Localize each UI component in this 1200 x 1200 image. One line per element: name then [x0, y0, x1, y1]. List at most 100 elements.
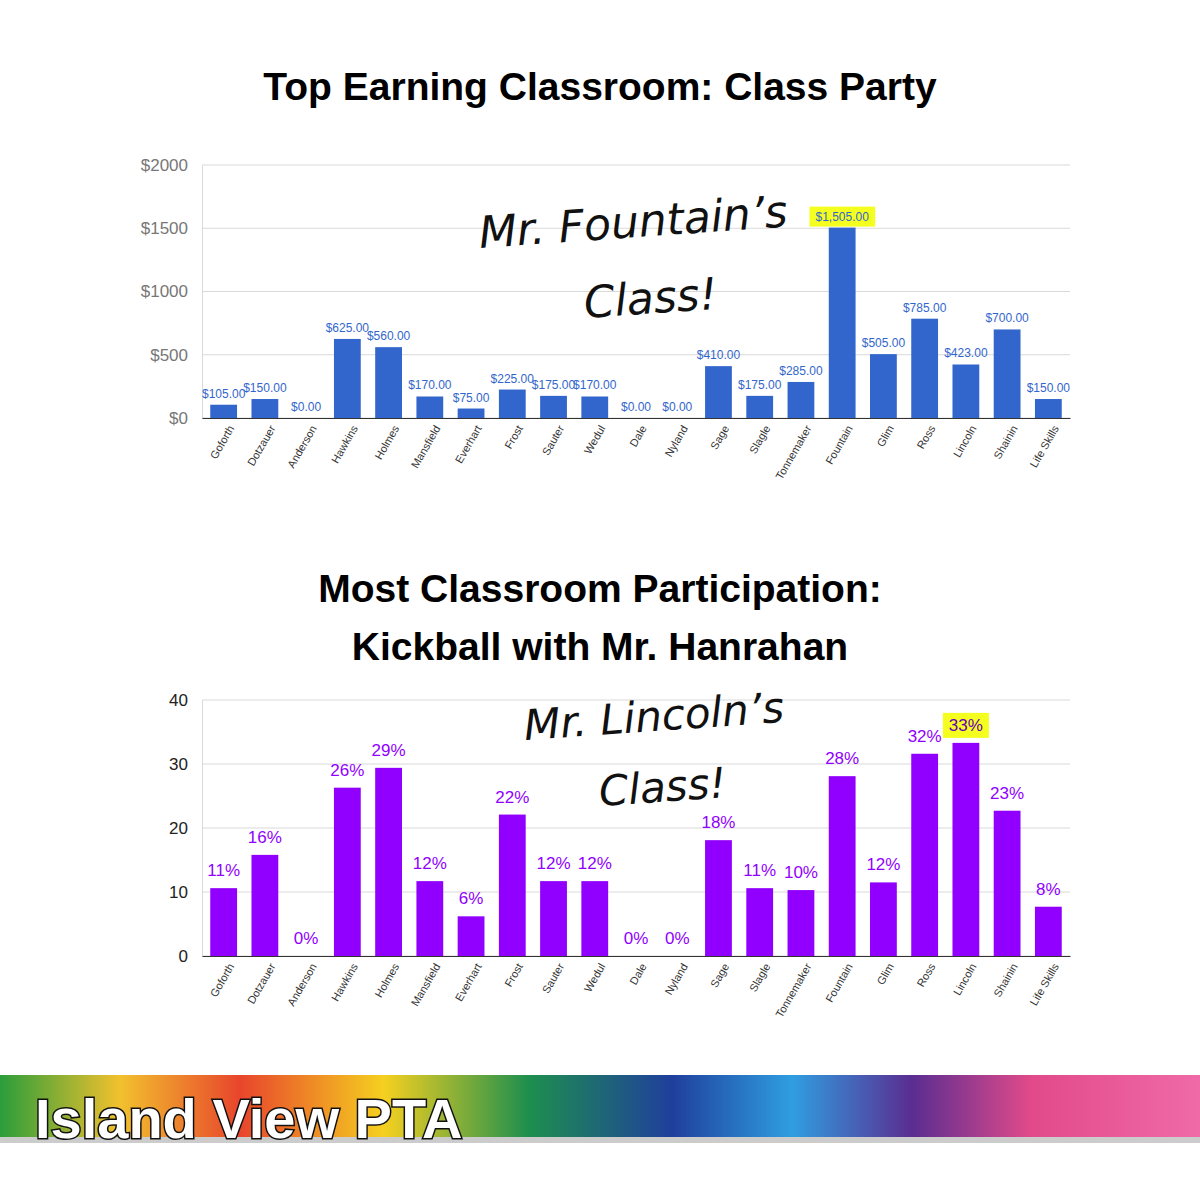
- y-tick: $1000: [141, 282, 202, 301]
- data-label: 12%: [537, 854, 571, 873]
- bar: [746, 396, 773, 418]
- x-tick-label: Nyland: [662, 961, 690, 997]
- x-tick-label: Everhart: [453, 961, 484, 1003]
- bar: [499, 390, 526, 418]
- x-tick: Dotzauer: [245, 418, 278, 468]
- data-label: $505.00: [862, 336, 906, 350]
- bar: [251, 399, 278, 418]
- x-tick-label: Hawkins: [329, 961, 360, 1003]
- x-tick-label: Slagle: [747, 961, 773, 993]
- bar: [334, 339, 361, 418]
- x-tick: Hawkins: [329, 956, 360, 1003]
- x-tick-label: Mansfield: [409, 423, 443, 470]
- x-tick: Sauter: [540, 956, 567, 995]
- data-label: 23%: [990, 784, 1024, 803]
- x-tick: Nyland: [662, 418, 690, 459]
- x-tick: Ross: [914, 418, 937, 451]
- x-tick-label: Sage: [708, 423, 731, 451]
- x-tick-label: Goforth: [208, 961, 237, 999]
- bar: [210, 405, 237, 418]
- x-axis-line: [203, 956, 1071, 957]
- label-highlight: [943, 713, 989, 738]
- annotation: Class!: [582, 268, 719, 328]
- bar: [746, 888, 773, 956]
- y-tick-label: $500: [150, 346, 188, 365]
- y-tick-label: $2000: [141, 156, 188, 175]
- bar: [829, 228, 856, 418]
- bars: [210, 228, 1062, 418]
- grid: [202, 165, 1070, 418]
- x-tick-label: Holmes: [372, 423, 401, 462]
- bar: [788, 382, 815, 418]
- bar: [251, 855, 278, 956]
- bar: [581, 396, 608, 418]
- x-tick-label: Wedul: [582, 961, 608, 994]
- bar: [829, 776, 856, 956]
- grid-line: [202, 828, 1070, 829]
- bar: [375, 768, 402, 956]
- data-label: $170.00: [573, 378, 617, 392]
- y-tick-label: 0: [179, 947, 188, 966]
- data-label: $0.00: [621, 400, 651, 414]
- x-tick-label: Life Skills: [1027, 423, 1061, 470]
- bar: [540, 396, 567, 418]
- data-label: $1,505.00: [815, 210, 869, 224]
- bar: [458, 916, 485, 956]
- x-tick: Frost: [502, 418, 525, 451]
- grid-line: [202, 165, 1070, 166]
- y-tick: 0: [179, 947, 202, 966]
- x-tick-label: Glim: [874, 423, 896, 449]
- x-tick-label: Hawkins: [329, 423, 360, 465]
- data-label: 29%: [372, 741, 406, 760]
- bar: [210, 888, 237, 956]
- bar: [952, 743, 979, 956]
- label-highlight: [809, 207, 875, 227]
- x-tick-label: Dale: [627, 961, 649, 987]
- x-tick-label: Fountain: [823, 423, 855, 466]
- bar: [581, 881, 608, 956]
- bar: [293, 956, 320, 957]
- data-label: 8%: [1036, 880, 1061, 899]
- data-label: $0.00: [291, 400, 321, 414]
- x-tick-label: Sauter: [540, 423, 567, 457]
- data-label: 22%: [495, 788, 529, 807]
- x-tick-label: Nyland: [662, 423, 690, 459]
- x-tick: Everhart: [453, 418, 484, 465]
- y-tick-label: $1000: [141, 282, 188, 301]
- chart: Top Earning Classroom: Class Party$0$500…: [141, 65, 1071, 482]
- x-tick: Slagle: [747, 956, 773, 994]
- x-tick: Wedul: [582, 418, 608, 456]
- data-label: 12%: [578, 854, 612, 873]
- x-tick-label: Sage: [708, 961, 731, 989]
- x-tick-label: Mansfield: [409, 961, 443, 1008]
- y-tick: $1500: [141, 219, 202, 238]
- bars: [210, 743, 1062, 956]
- grid-line: [202, 354, 1070, 355]
- chart-title: Kickball with Mr. Hanrahan: [352, 625, 848, 668]
- data-label: 26%: [330, 761, 364, 780]
- x-axis-line: [203, 418, 1071, 419]
- y-tick-label: $0: [169, 409, 188, 428]
- data-label: 28%: [825, 749, 859, 768]
- footer-text: Island View PTA: [35, 1087, 462, 1150]
- data-label: $150.00: [1027, 381, 1071, 395]
- x-tick: Fountain: [823, 956, 855, 1004]
- data-label: $785.00: [903, 301, 947, 315]
- y-tick: 20: [169, 819, 202, 838]
- data-label: 0%: [624, 929, 649, 948]
- x-tick: Mansfield: [409, 418, 443, 470]
- bar: [952, 364, 979, 418]
- x-tick-label: Wedul: [582, 423, 608, 456]
- chart: Most Classroom Participation:Kickball wi…: [169, 567, 1070, 1020]
- data-label: $105.00: [202, 387, 246, 401]
- x-tick-label: Frost: [502, 961, 525, 989]
- y-axis: $0 $500 $1000 $1500 $2000: [141, 156, 203, 428]
- x-axis: GoforthDotzauerAndersonHawkinsHolmesMans…: [203, 418, 1071, 482]
- bar: [499, 815, 526, 956]
- x-tick-label: Anderson: [285, 423, 319, 470]
- data-labels: 11%16%0%26%29%12%6%22%12%12%0%0%18%11%10…: [207, 713, 1060, 948]
- x-tick-label: Frost: [502, 423, 525, 451]
- data-label: $175.00: [532, 378, 576, 392]
- y-tick: $0: [169, 409, 202, 428]
- bar: [1035, 907, 1062, 956]
